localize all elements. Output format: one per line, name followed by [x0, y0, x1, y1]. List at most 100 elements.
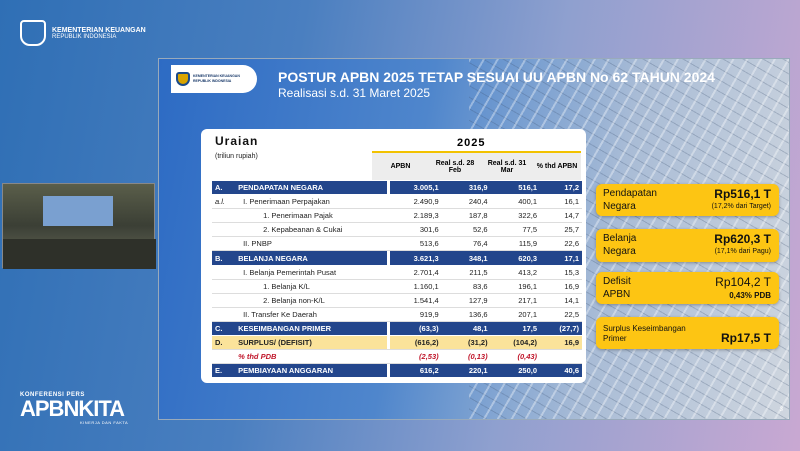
row-value: (0,43) [490, 350, 541, 365]
row-value: 77,5 [490, 223, 541, 238]
table-row: II. PNBP 513,6 76,4 115,9 22,6 [212, 237, 582, 252]
video-desk [3, 239, 156, 269]
row-value: 301,6 [390, 223, 442, 238]
row-value: 17,1 [540, 251, 582, 266]
row-value: 14,7 [540, 209, 582, 224]
row-value: 16,9 [540, 336, 582, 351]
gap [386, 321, 391, 337]
row-value: 1.541,4 [390, 294, 442, 308]
row-value: 516,1 [490, 181, 541, 196]
highlight-label1: Pendapatan [603, 188, 657, 199]
apbn-table: A. PENDAPATAN NEGARA 3.005,1 316,9 516,1 17,2… [212, 181, 582, 379]
row-label: II. PNBP [235, 237, 387, 252]
row-value: (616,2) [390, 336, 442, 351]
table-row: B. BELANJA NEGARA 3.621,3 348,1 620,3 17,1 [212, 251, 582, 266]
kemenkeu-emblem-icon [176, 72, 190, 86]
table-row: 1. Penerimaan Pajak 2.189,3 187,8 322,6 14,7 [212, 209, 582, 224]
row-code [212, 209, 236, 224]
gap [386, 209, 391, 224]
row-code: D. [212, 336, 236, 351]
row-value: 2.701,4 [390, 266, 442, 280]
row-value: 217,1 [490, 294, 541, 308]
row-code: E. [212, 364, 236, 379]
row-code [212, 266, 236, 280]
kemenkeu-logo-icon [20, 20, 46, 46]
row-value: 17,5 [490, 321, 541, 337]
row-value: 316,9 [441, 181, 491, 196]
table-row: D. SURPLUS/ (DEFISIT) (616,2) (31,2) (104,2)… [212, 336, 582, 351]
row-value: 40,6 [540, 364, 582, 379]
row-value: 207,1 [490, 308, 541, 322]
row-value: (2,53) [390, 350, 442, 365]
row-value: (104,2) [490, 336, 541, 351]
col-apbn: APBN [390, 163, 411, 170]
apbnkita-logo: KONFERENSI PERS APBNKITA KINERJA DAN FAK… [20, 392, 128, 425]
video-screen [43, 196, 113, 226]
gap [386, 279, 391, 294]
table-row: II. Transfer Ke Daerah 919,9 136,6 207,1 22,… [212, 307, 582, 322]
table-unit: (triliun rupiah) [215, 153, 258, 160]
event-name: APBNKITA [20, 396, 125, 421]
row-value: 919,9 [390, 308, 442, 322]
highlight-note: 0,43% PDB [729, 291, 771, 300]
row-label: 2. Belanja non-K/L [235, 294, 387, 308]
highlight-value: Rp516,1 T [714, 187, 771, 201]
slide-logo: KEMENTERIAN KEUANGAN REPUBLIK INDONESIA [171, 65, 257, 93]
row-label: SURPLUS/ (DEFISIT) [235, 336, 387, 351]
row-value: 616,2 [390, 364, 442, 379]
row-value: 250,0 [490, 364, 541, 379]
row-value: 17,2 [540, 181, 582, 196]
row-value: 115,9 [490, 237, 541, 252]
row-value: 2.189,3 [390, 209, 442, 224]
row-label: % thd PDB [235, 350, 387, 365]
row-value: 513,6 [390, 237, 442, 252]
table-row: I. Belanja Pemerintah Pusat 2.701,4 211,5 4… [212, 265, 582, 280]
highlight-note: (17,1% dari Pagu) [714, 248, 771, 255]
slide-logo-line1: KEMENTERIAN KEUANGAN [193, 74, 240, 78]
highlight-note: (17,2% dari Target) [711, 203, 771, 210]
row-value: 76,4 [441, 237, 491, 252]
gap [386, 265, 391, 280]
slide-subtitle: Realisasi s.d. 31 Maret 2025 [278, 86, 431, 100]
highlight-value: Rp620,3 T [714, 232, 771, 246]
row-value: 187,8 [441, 209, 491, 224]
gap [386, 336, 391, 351]
highlight-value: Rp17,5 T [720, 331, 771, 345]
col-pct: % thd APBN [536, 163, 578, 170]
row-value: 83,6 [441, 280, 491, 294]
table-row: % thd PDB (2,53) (0,13) (0,43) [212, 350, 582, 365]
row-value: 22,6 [540, 237, 582, 252]
event-tagline: KINERJA DAN FAKTA [80, 420, 129, 425]
col-mar: Real s.d. 31 Mar [487, 159, 527, 174]
table-year: 2025 [457, 137, 486, 149]
row-label: 1. Penerimaan Pajak [235, 209, 387, 224]
speaker-video-feed[interactable] [2, 183, 156, 269]
row-value: 211,5 [441, 266, 491, 280]
table-row: 1. Belanja K/L 1.160,1 83,6 196,1 16,9 [212, 279, 582, 294]
row-code [212, 223, 236, 238]
highlight-box: Pendapatan Negara Rp516,1 T (17,2% dari … [596, 184, 779, 216]
event-kicker: KONFERENSI PERS [20, 392, 85, 398]
table-row: C. KESEIMBANGAN PRIMER (63,3) 48,1 17,5 (27,7… [212, 321, 582, 337]
row-label: 1. Belanja K/L [235, 280, 387, 294]
table-row: E. PEMBIAYAAN ANGGARAN 616,2 220,1 250,0 40,6 [212, 364, 582, 379]
row-value: (27,7) [540, 321, 582, 337]
highlight-box: Surplus Keseimbangan Primer Rp17,5 T [596, 317, 779, 349]
col-feb: Real s.d. 28 Feb [435, 159, 475, 174]
highlight-label1: Surplus Keseimbangan [603, 324, 686, 333]
highlight-box: Defisit APBN Rp104,2 T 0,43% PDB [596, 272, 779, 304]
row-label: 2. Kepabeanan & Cukai [235, 223, 387, 238]
row-value: (63,3) [390, 321, 442, 337]
row-code: B. [212, 251, 236, 266]
row-value: 22,5 [540, 308, 582, 322]
row-label: PENDAPATAN NEGARA [235, 181, 387, 196]
row-value: 127,9 [441, 294, 491, 308]
highlight-label2: APBN [603, 289, 631, 300]
brand-line1: KEMENTERIAN KEUANGAN [52, 26, 146, 34]
row-value: 16,9 [540, 280, 582, 294]
row-value: 413,2 [490, 266, 541, 280]
highlight-label2: Negara [603, 246, 636, 257]
highlight-label1: Defisit [603, 276, 631, 287]
row-value: 136,6 [441, 308, 491, 322]
row-value: (0,13) [441, 350, 491, 365]
